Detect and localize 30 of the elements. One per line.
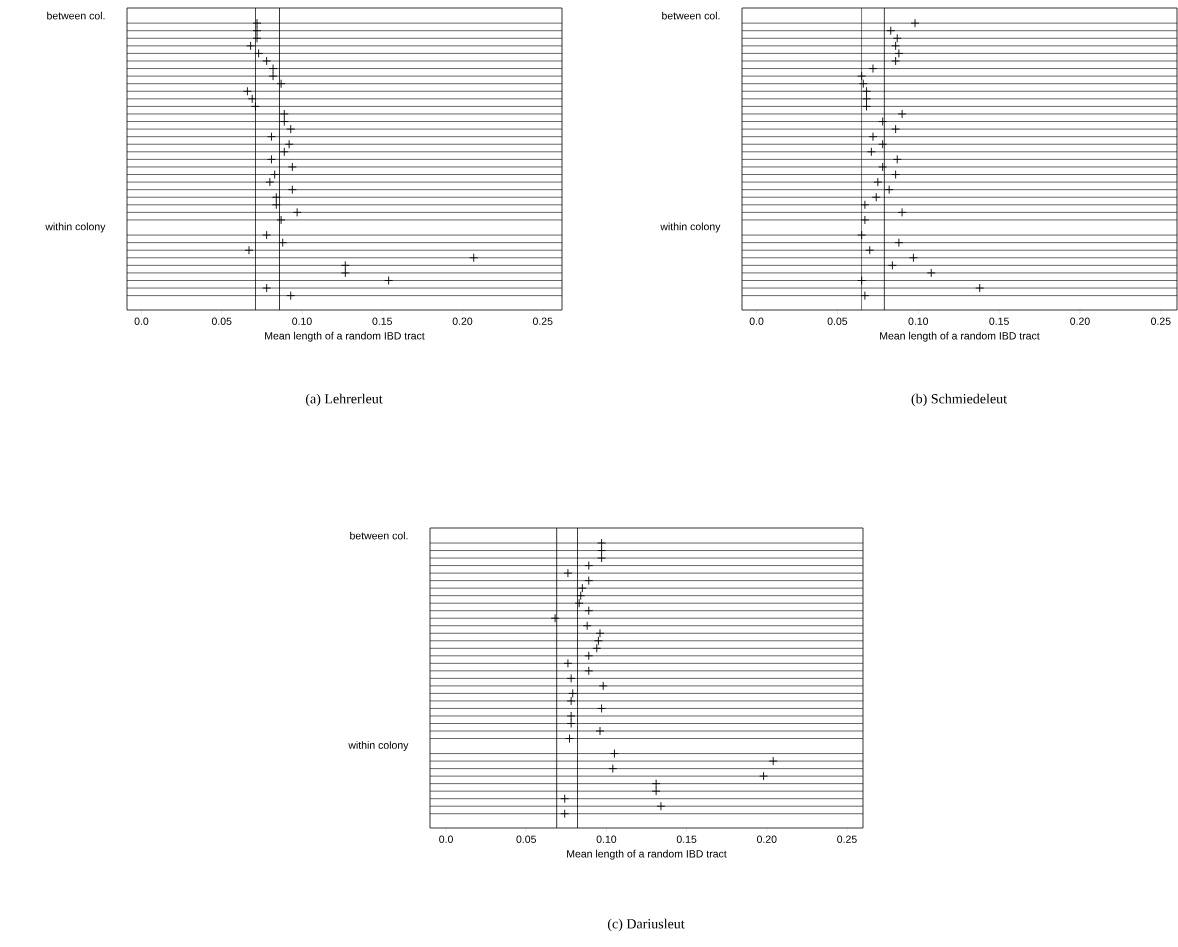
x-tick-label: 0.20 [1070,317,1090,325]
x-tick-label: 0.10 [596,835,617,843]
x-tick-label: 0.25 [532,317,553,325]
x-axis-title: Mean length of a random IBD tract [567,849,727,860]
y-tick-label: between col. [47,11,105,20]
y-tick-label: between col. [662,11,720,20]
x-tick-label: 0.05 [827,317,848,325]
x-tick-label: 0.10 [908,317,929,325]
x-tick-label: 0.0 [134,317,149,325]
x-tick-label: 0.0 [439,835,453,843]
x-tick-label: 0.15 [989,317,1009,325]
x-tick-label: 0.25 [837,835,857,843]
x-axis-title: Mean length of a random IBD tract [265,331,425,342]
text: (c) Dariusleut [607,918,685,932]
text: (a) Lehrerleut [305,393,383,407]
y-tick-label: within colony [45,222,106,233]
x-tick-label: 0.25 [1151,317,1171,325]
x-tick-label: 0.20 [756,835,777,843]
text: (b) Schmiedeleut [911,393,1007,407]
x-axis-title: Mean length of a random IBD tract [880,331,1040,342]
y-tick-label: within colony [660,222,721,233]
x-tick-label: 0.15 [676,835,697,843]
x-tick-label: 0.05 [516,835,536,843]
x-tick-label: 0.05 [211,317,232,325]
y-tick-label: between col. [350,531,408,540]
y-tick-label: within colony [348,741,409,751]
x-tick-label: 0.20 [452,317,473,325]
x-tick-label: 0.10 [292,317,312,325]
x-tick-label: 0.15 [372,317,392,325]
x-tick-label: 0.0 [749,317,764,325]
